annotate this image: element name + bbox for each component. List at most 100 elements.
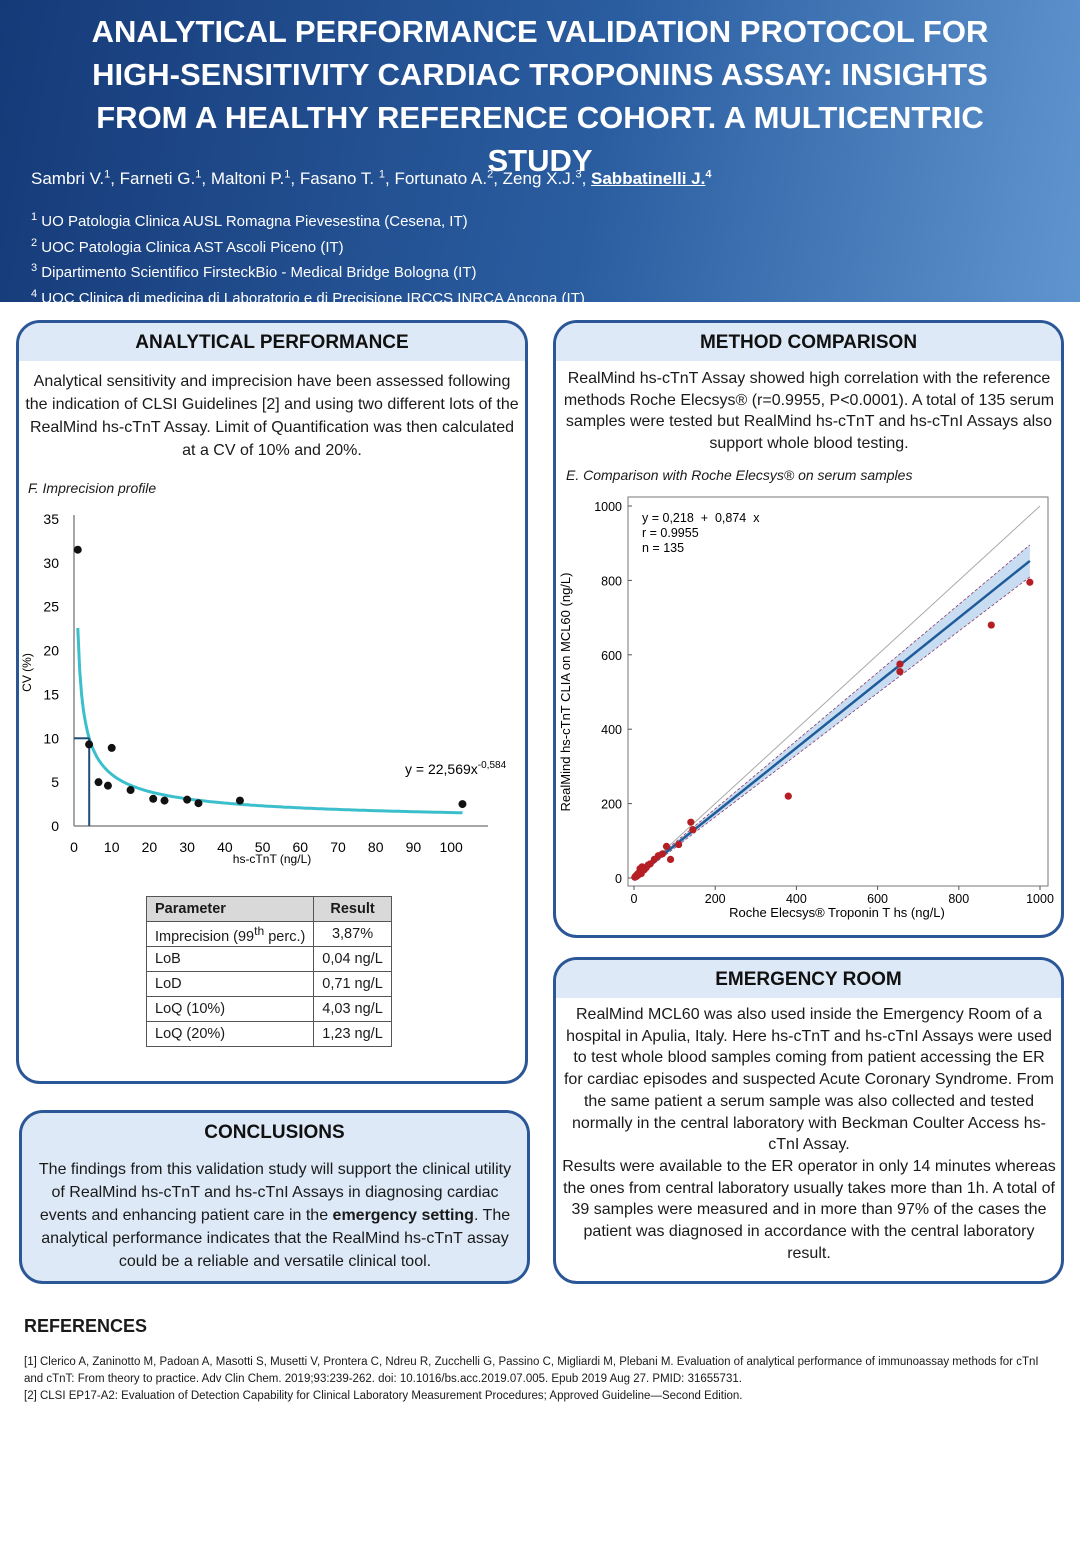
x-tick-label: 100 — [439, 839, 463, 855]
panel-title: ANALYTICAL PERFORMANCE — [19, 323, 525, 361]
result-cell: 4,03 ng/L — [313, 996, 392, 1022]
x-tick-label: 60 — [292, 839, 308, 855]
y-tick-label: 800 — [601, 574, 622, 588]
y-tick-label: 30 — [43, 555, 59, 571]
affiliation-number: 4 — [31, 288, 38, 301]
affiliation-number: 3 — [31, 262, 38, 275]
author-name: Sambri V. — [31, 168, 105, 188]
result-cell: 0,04 ng/L — [313, 946, 392, 972]
affiliation: 4 UOC Clinica di medicina di Laboratorio… — [31, 284, 585, 310]
conclusions-panel: CONCLUSIONS — [19, 1110, 530, 1284]
x-tick-label: 40 — [217, 839, 233, 855]
author: Sambri V.1 — [31, 168, 111, 188]
text: Imprecision (99 — [155, 928, 255, 945]
annotation: n = 135 — [642, 541, 684, 555]
text: The findings from this validation study … — [38, 1161, 512, 1224]
author-name: Farneti G. — [119, 168, 196, 188]
x-tick-label: 50 — [255, 839, 271, 855]
y-tick-label: 400 — [601, 723, 622, 737]
x-tick-label: 70 — [330, 839, 346, 855]
affiliation-number: 2 — [31, 236, 38, 249]
parameter-cell: LoB — [145, 946, 315, 972]
author-name: Fasano T. — [299, 168, 379, 188]
identity-line — [633, 505, 1041, 879]
band-edge — [633, 544, 1031, 878]
table-row: LoQ (10%) 4,03 ng/L — [145, 996, 392, 1022]
text: . The analytical performance indicates t… — [41, 1207, 511, 1270]
parameter-cell: LoQ (20%) — [145, 1021, 315, 1047]
band-edge — [633, 576, 1031, 880]
y-tick-label: 5 — [51, 774, 59, 790]
title: ANALYTICAL PERFORMANCE VALIDATION PROTOC… — [91, 14, 989, 178]
data-point — [85, 740, 94, 749]
affiliation-number: 1 — [31, 211, 38, 223]
result-cell: 3,87% — [313, 921, 392, 947]
authors: Sambri V.1, Farneti G.1, Maltoni P.1, Fa… — [31, 168, 711, 189]
fit-label: y = 22,569x-0,584 — [405, 760, 507, 777]
y-tick-label: 0 — [51, 818, 59, 834]
affiliation: 3 Dipartimento Scientifico FirsteckBio -… — [31, 258, 585, 284]
data-point — [107, 743, 116, 752]
author: , Fortunato A.2 — [385, 168, 494, 188]
y-tick-label: 1000 — [594, 500, 622, 514]
x-tick-label: 800 — [948, 892, 969, 906]
author: , Zeng X.J.3 — [493, 168, 582, 188]
header-cell: Parameter — [145, 896, 315, 922]
data-point — [687, 818, 695, 826]
panel-text: RealMind MCL60 was also used inside the … — [562, 1004, 1056, 1264]
data-point — [458, 800, 467, 809]
table-row: Imprecision (99th perc.) 3,87% — [145, 921, 392, 947]
x-axis-title: hs-cTnT (ng/L) — [233, 852, 311, 866]
fit-label-exponent: -0,584 — [478, 760, 507, 771]
data-point — [235, 796, 244, 805]
y-tick-label: 0 — [615, 872, 622, 886]
result-cell: 1,23 ng/L — [313, 1021, 392, 1047]
author: , Farneti G.1 — [110, 168, 202, 188]
results-table: Parameter Result Imprecision (99th perc.) 3… — [145, 896, 392, 1047]
affiliation-text: UOC Clinica di medicina di Laboratorio e… — [41, 290, 585, 308]
annotation: r = 0.9955 — [642, 526, 699, 540]
y-tick-label: 35 — [43, 511, 59, 527]
author-name: Fortunato A. — [394, 168, 488, 188]
table-row: LoB 0,04 ng/L — [145, 946, 392, 972]
data-point — [896, 667, 904, 676]
text: th — [254, 923, 265, 938]
paragraph: Results were available to the ER operato… — [562, 1157, 1056, 1262]
data-point — [103, 781, 112, 790]
x-tick-label: 400 — [786, 892, 807, 906]
data-point — [94, 778, 103, 787]
data-point — [126, 786, 135, 795]
x-tick-label: 10 — [104, 839, 120, 855]
header: ANALYTICAL PERFORMANCE VALIDATION PROTOC… — [0, 0, 1080, 307]
author-affiliation: 1 — [195, 168, 202, 180]
y-tick-label: 15 — [43, 686, 59, 702]
x-tick-label: 0 — [631, 892, 638, 906]
author-affiliation: 4 — [705, 168, 712, 180]
panel-title: EMERGENCY ROOM — [556, 960, 1061, 998]
data-point — [666, 855, 675, 863]
x-axis-title: Roche Elecsys® Troponin T hs (ng/L) — [729, 905, 945, 920]
bold-text: emergency setting — [332, 1207, 474, 1224]
x-tick-label: 90 — [406, 839, 422, 855]
affiliations: 1 UO Patologia Clinica AUSL Romagna Piev… — [31, 207, 585, 310]
panel-text: The findings from this validation study … — [36, 1158, 514, 1273]
author-affiliation: 3 — [575, 168, 582, 180]
figure-caption: F. Imprecision profile — [28, 480, 157, 496]
data-point — [1026, 578, 1034, 586]
author-affiliation: 1 — [104, 168, 111, 180]
data-point — [987, 621, 995, 629]
x-tick-label: 20 — [142, 839, 158, 855]
data-point — [149, 794, 158, 803]
data-point — [784, 792, 792, 800]
data-point — [194, 799, 203, 808]
table-row: LoD 0,71 ng/L — [145, 971, 392, 997]
data-point — [662, 842, 671, 850]
reference: [1] Clerico A, Zaninotto M, Padoan A, Ma… — [24, 1356, 1039, 1385]
annotation: y = 0,218 + 0,874 x — [642, 511, 760, 525]
x-tick-label: 600 — [867, 892, 888, 906]
table-row: LoQ (20%) 1,23 ng/L — [145, 1021, 392, 1047]
data-point — [675, 840, 683, 849]
panel-title: CONCLUSIONS — [22, 1113, 527, 1151]
